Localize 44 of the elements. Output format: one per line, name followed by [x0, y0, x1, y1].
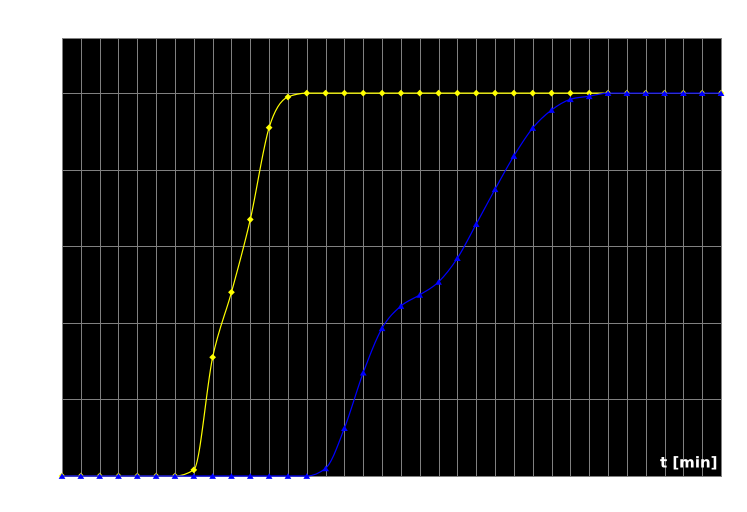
point [266, 124, 272, 131]
point [567, 90, 574, 96]
point [435, 90, 442, 96]
point [303, 473, 310, 479]
point [378, 325, 386, 332]
point [567, 96, 574, 102]
point [360, 370, 367, 376]
point [284, 94, 292, 100]
point [322, 90, 329, 96]
point [246, 216, 254, 223]
point [360, 90, 367, 96]
point [228, 288, 235, 296]
point [529, 90, 536, 96]
point [341, 90, 348, 96]
point [416, 292, 424, 298]
point [398, 303, 404, 309]
point [341, 425, 348, 432]
point [398, 90, 404, 96]
point [472, 221, 480, 227]
point [209, 354, 216, 361]
point [492, 90, 498, 96]
point [378, 90, 386, 96]
point [190, 473, 198, 479]
point [454, 90, 461, 96]
x-axis-title: t [min] [660, 454, 718, 472]
point [510, 153, 518, 159]
point [190, 466, 198, 474]
point [266, 473, 272, 479]
point [586, 93, 593, 100]
point [510, 90, 518, 96]
point [529, 125, 536, 131]
point [492, 186, 498, 192]
point [548, 90, 555, 96]
point [322, 465, 329, 472]
point [548, 107, 555, 113]
point [284, 473, 292, 479]
point [472, 90, 480, 96]
point [228, 473, 235, 479]
point [454, 255, 461, 262]
point [435, 278, 442, 285]
point [303, 90, 310, 96]
point [209, 473, 216, 479]
point [246, 473, 254, 479]
point [416, 90, 424, 96]
